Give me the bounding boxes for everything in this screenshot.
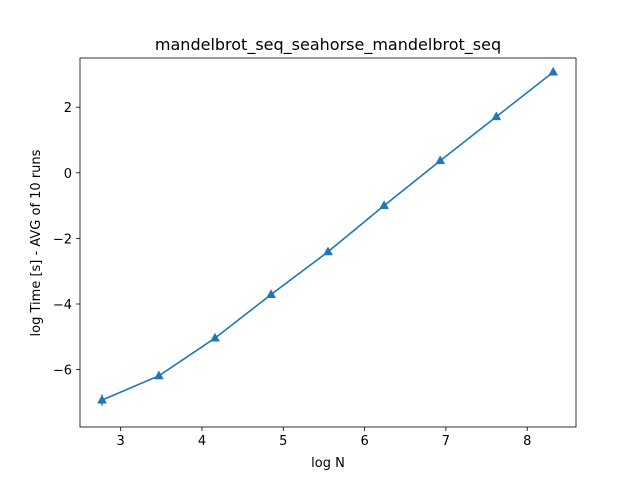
x-tick-label: 5 — [279, 434, 287, 449]
x-tick-label: 7 — [442, 434, 450, 449]
y-tick-label: 0 — [64, 167, 72, 182]
data-point-marker — [97, 394, 107, 404]
series-line — [101, 71, 554, 401]
x-tick-label: 8 — [523, 434, 531, 449]
y-tick-label: −6 — [53, 364, 72, 379]
data-point-marker — [435, 155, 446, 165]
x-tick-label: 3 — [117, 434, 125, 449]
y-axis-label: log Time [s] - AVG of 10 runs — [29, 149, 44, 336]
data-point-marker — [323, 246, 333, 256]
axes-frame — [79, 57, 577, 428]
data-point-marker — [379, 200, 390, 210]
y-tick-label: 2 — [64, 101, 72, 116]
x-tick-label: 4 — [198, 434, 206, 449]
data-point-marker — [210, 332, 220, 342]
chart-title: mandelbrot_seq_seahorse_mandelbrot_seq — [155, 35, 501, 55]
y-tick-label: −4 — [53, 298, 72, 313]
data-point-marker — [491, 111, 502, 121]
x-axis-label: log N — [311, 456, 345, 471]
data-point-marker — [548, 66, 559, 76]
data-point-marker — [266, 289, 277, 298]
data-point-marker — [153, 370, 164, 380]
x-tick-label: 6 — [360, 434, 368, 449]
y-tick-label: −2 — [53, 232, 72, 247]
plot-area: 3 4 5 6 7 8 −6 −4 −2 0 2 — [53, 57, 577, 449]
